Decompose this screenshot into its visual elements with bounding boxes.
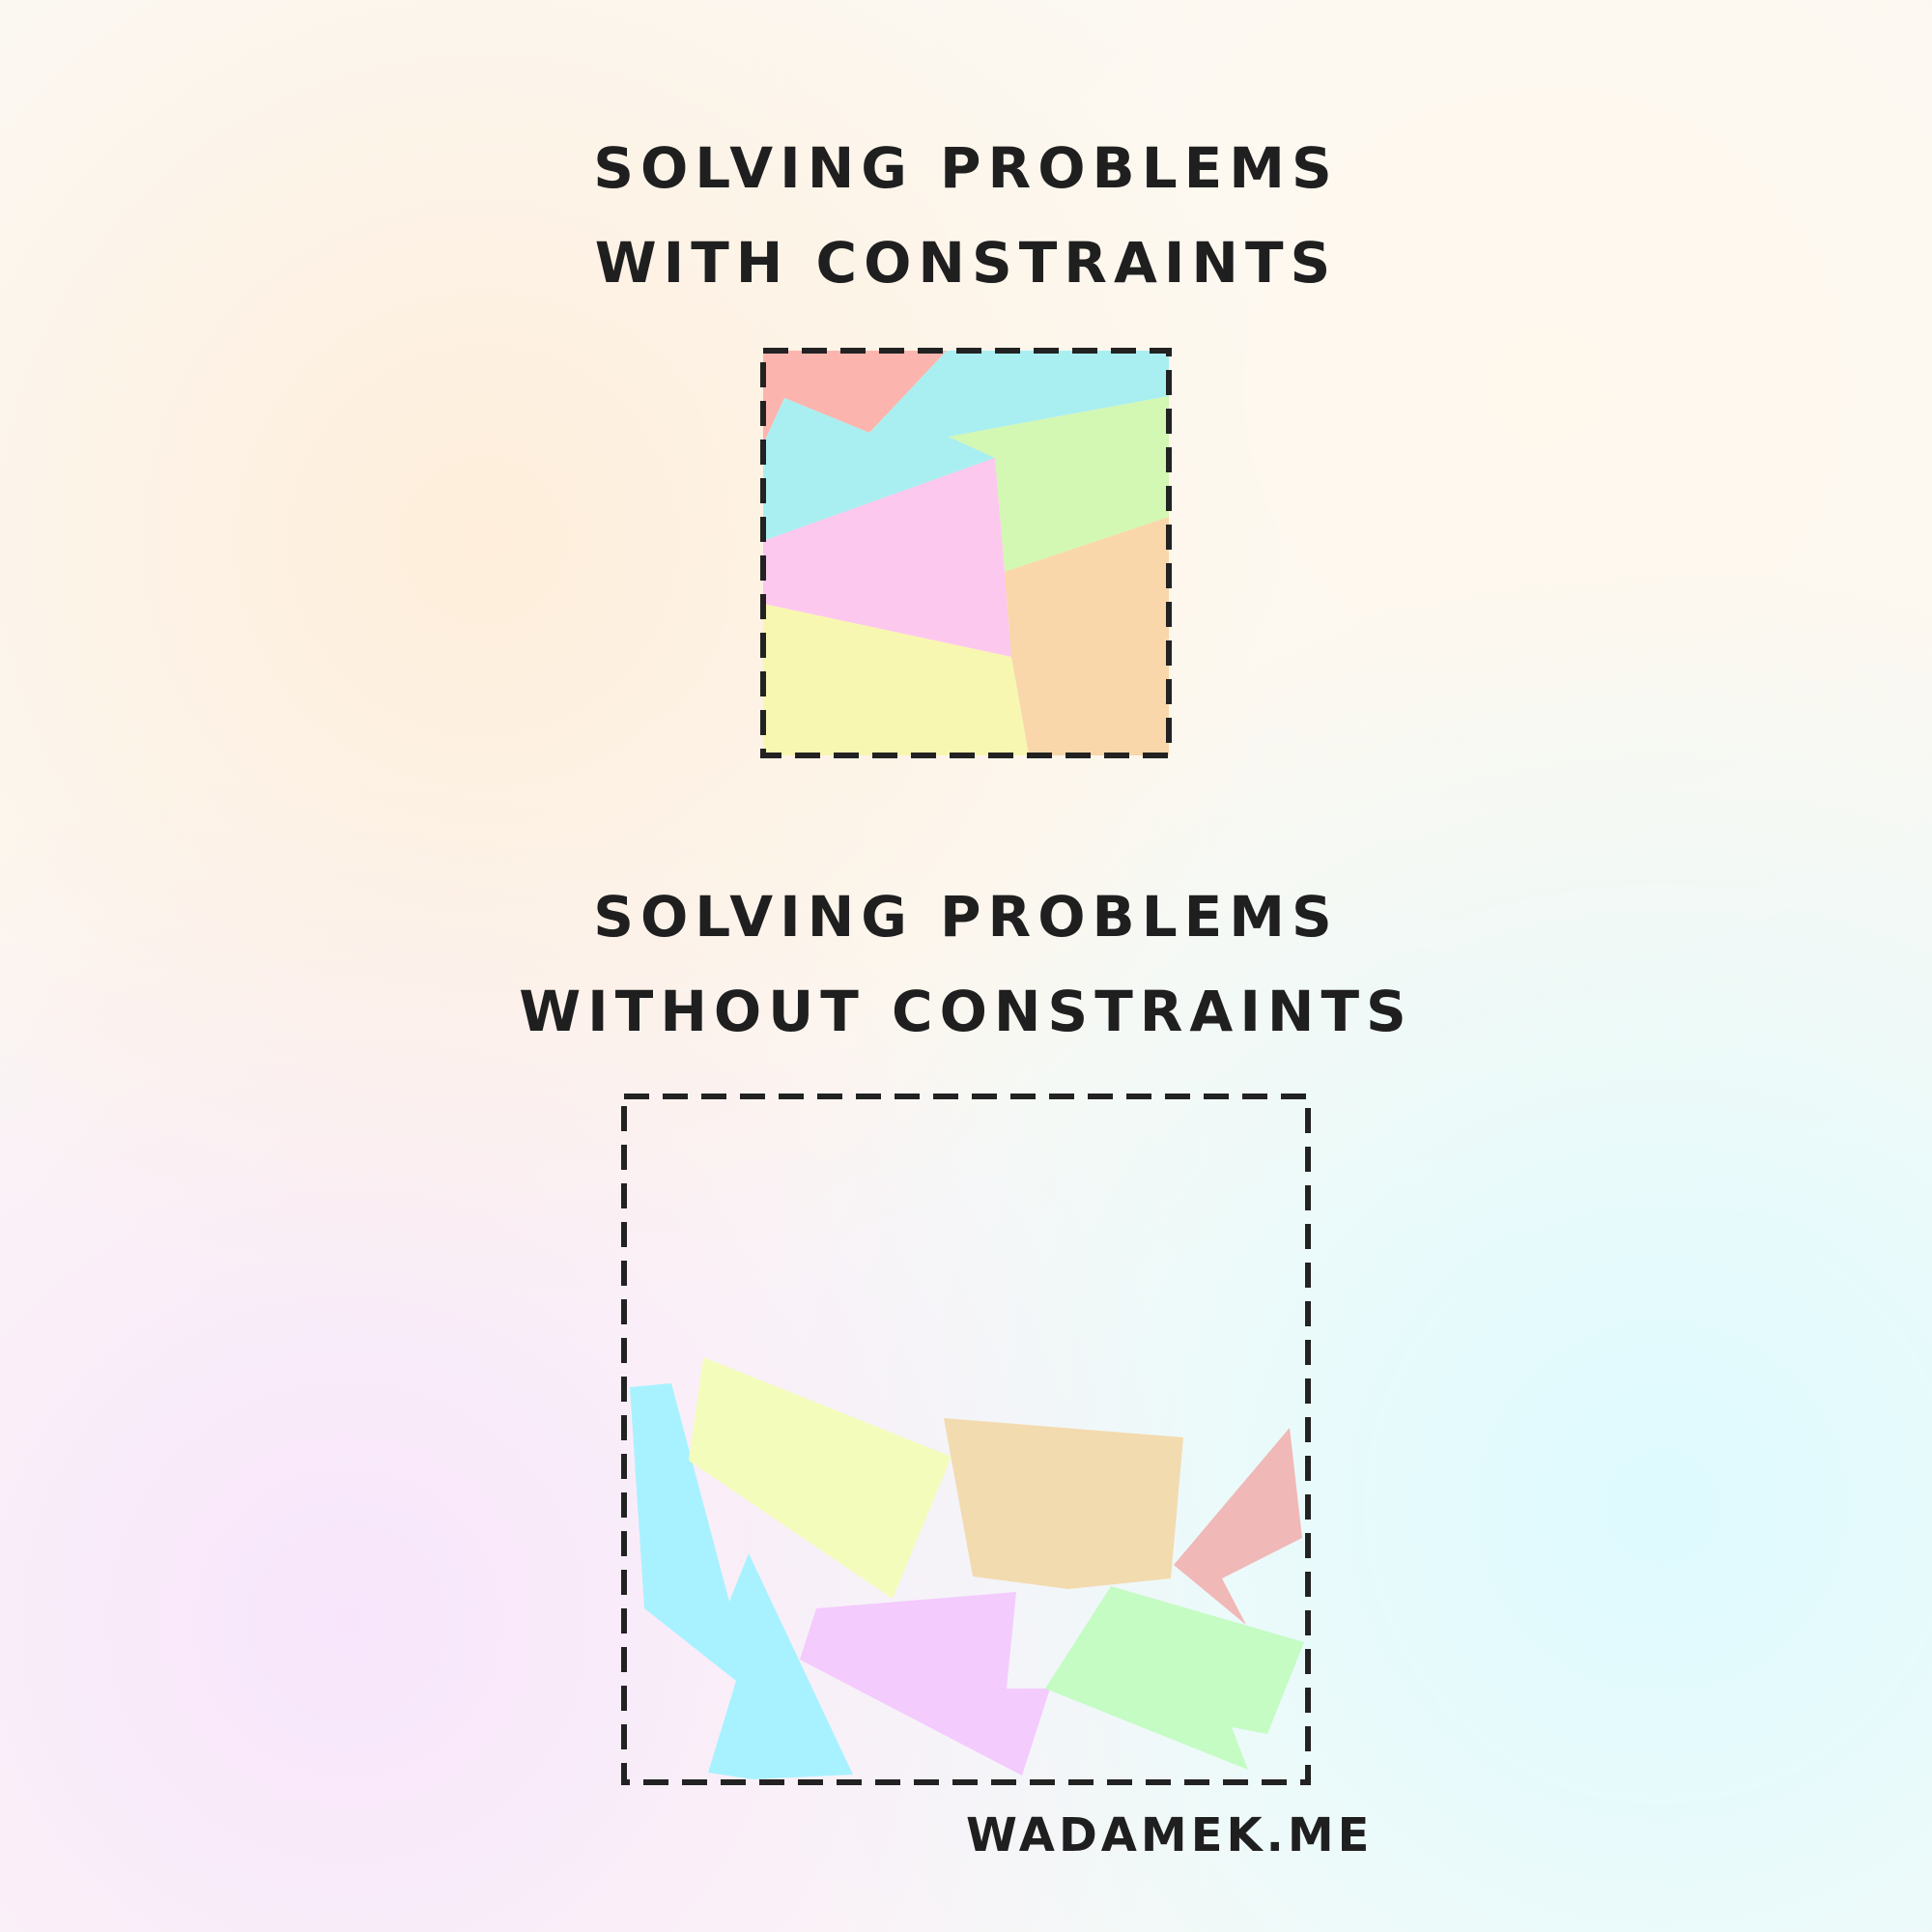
top-heading-line-2: WITH CONSTRAINTS xyxy=(594,230,1338,296)
unconstrained-pieces xyxy=(630,1357,1304,1779)
top-green-piece xyxy=(949,396,1169,572)
open-space-box xyxy=(621,1094,1311,1785)
constraint-box xyxy=(760,348,1172,758)
bottom-heading-line-2: WITHOUT CONSTRAINTS xyxy=(519,979,1413,1044)
bottom-violet-piece xyxy=(800,1592,1050,1776)
top-red-piece xyxy=(763,351,947,444)
bottom-red-piece xyxy=(1174,1428,1302,1625)
bottom-heading-line-1: SOLVING PROBLEMS xyxy=(593,884,1339,950)
top-heading: SOLVING PROBLEMS WITH CONSTRAINTS xyxy=(0,121,1932,310)
top-orange-piece xyxy=(1005,517,1169,755)
top-heading-line-1: SOLVING PROBLEMS xyxy=(593,135,1339,201)
bottom-yellow-piece xyxy=(689,1357,952,1599)
bottom-orange-piece xyxy=(944,1418,1183,1589)
top-yellow-piece xyxy=(763,604,1029,755)
top-cyan-piece xyxy=(763,351,1169,541)
constrained-pieces xyxy=(763,351,1169,755)
bottom-green-piece xyxy=(1045,1586,1304,1770)
bottom-cyan-piece xyxy=(630,1383,853,1779)
bottom-heading: SOLVING PROBLEMS WITHOUT CONSTRAINTS xyxy=(0,869,1932,1059)
top-pink-piece xyxy=(763,458,1011,657)
site-credit: WADAMEK.ME xyxy=(966,1808,1374,1862)
